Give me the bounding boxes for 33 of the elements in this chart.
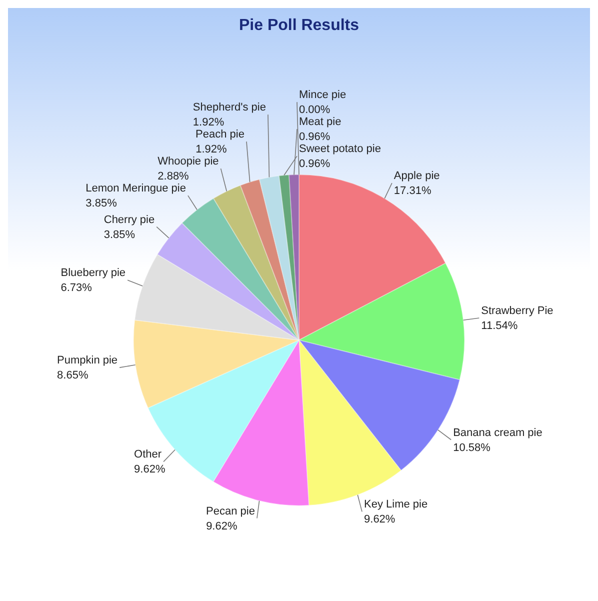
data-label: 9.62% xyxy=(134,464,166,476)
slice-label: Pecan pie xyxy=(206,505,255,518)
slice-label: Peach pie xyxy=(196,128,244,141)
slice-label: Meat pie xyxy=(299,116,342,128)
data-label: 8.65% xyxy=(57,370,88,382)
slice-label: Key Lime pie xyxy=(364,498,428,511)
data-label: 17.31% xyxy=(394,185,432,198)
slice-label: Other xyxy=(134,448,162,461)
slice-label: Lemon Meringue pie xyxy=(86,182,186,195)
data-label: 3.85% xyxy=(104,228,136,241)
slice-label: Strawberry Pie xyxy=(481,305,554,318)
data-label: 3.85% xyxy=(86,198,118,210)
data-label: 6.73% xyxy=(60,282,92,294)
slice-label: Shepherd's pie xyxy=(192,102,266,114)
category-label: Mince pie xyxy=(299,89,346,102)
data-label: 11.54% xyxy=(481,320,518,332)
data-label: 1.92% xyxy=(196,144,227,156)
slice-label: Cherry pie xyxy=(104,214,155,226)
data-label: 10.58% xyxy=(453,442,491,454)
data-label: 0.96% xyxy=(299,131,330,144)
data-label: 9.62% xyxy=(364,514,396,526)
data-label: 1.92% xyxy=(192,116,224,129)
slice-label: Apple pie xyxy=(394,170,440,182)
chart-title: Pie Poll Results xyxy=(238,17,360,34)
data-label: 2.88% xyxy=(158,170,190,183)
slice-label: Sweet potato pie xyxy=(299,143,381,156)
slice-label: Whoopie pie xyxy=(158,156,219,168)
data-label: 9.62% xyxy=(206,520,238,532)
slice-label: Pumpkin pie xyxy=(57,354,118,367)
slice-label: Blueberry pie xyxy=(60,267,126,280)
data-label: 0.96% xyxy=(299,158,330,170)
slice-label: Banana cream pie xyxy=(453,426,542,439)
text: 0.00% xyxy=(299,104,330,116)
